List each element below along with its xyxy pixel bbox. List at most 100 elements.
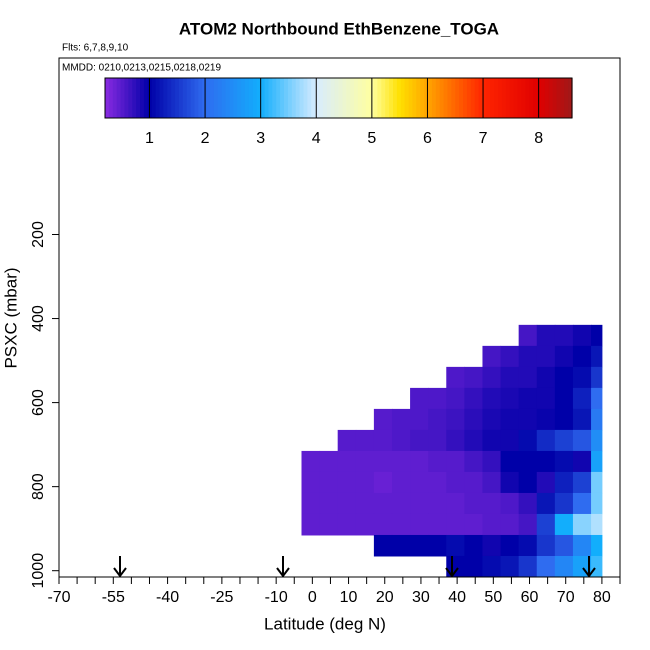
colorbar-swatch <box>233 78 238 118</box>
heat-cell <box>410 513 429 536</box>
colorbar-swatch <box>268 78 273 118</box>
heat-cell <box>572 471 592 494</box>
heat-cell <box>446 450 465 473</box>
chart-title: ATOM2 Northbound EthBenzene_TOGA <box>179 19 499 38</box>
heat-cell <box>482 429 502 452</box>
colorbar-swatch <box>400 78 406 118</box>
heat-cell <box>536 387 556 410</box>
heat-cell <box>500 387 520 410</box>
x-tick-label: -70 <box>47 589 70 606</box>
heat-cell <box>355 450 375 473</box>
colorbar-swatch <box>291 78 297 118</box>
colorbar-swatch <box>509 78 515 118</box>
heat-cell <box>391 429 411 452</box>
colorbar-swatch <box>544 78 550 118</box>
heat-cell <box>591 366 603 389</box>
heat-cell <box>500 408 520 431</box>
colorbar-swatch <box>272 78 277 118</box>
heat-cell <box>554 471 574 494</box>
heat-cell <box>591 513 603 536</box>
colorbar-swatch <box>116 78 122 118</box>
colorbar-swatch <box>490 78 495 118</box>
heat-cell <box>446 366 465 389</box>
heat-cell <box>500 471 520 494</box>
heat-cell <box>446 534 465 557</box>
y-tick-label: 400 <box>30 305 47 332</box>
y-tick-label: 200 <box>30 221 47 248</box>
heat-cell <box>572 492 592 515</box>
heat-cell <box>319 450 339 473</box>
heat-cell <box>373 492 393 515</box>
heat-cell <box>554 429 574 452</box>
heat-cell <box>572 324 592 347</box>
x-tick-label: -55 <box>102 589 125 606</box>
heat-cell <box>446 555 465 578</box>
plot-frame <box>58 57 621 578</box>
heat-cell <box>518 450 538 473</box>
heat-cell <box>554 366 574 389</box>
heat-cell <box>410 471 429 494</box>
colorbar-tick-label: 6 <box>423 130 432 147</box>
colorbar-swatch <box>225 78 231 118</box>
heat-cell <box>591 555 603 578</box>
colorbar-swatch <box>280 78 285 118</box>
x-tick-label: -40 <box>156 589 179 606</box>
colorbar-swatch <box>287 78 293 118</box>
y-tick-label: 600 <box>30 389 47 416</box>
heat-cell <box>373 450 393 473</box>
heat-cell <box>482 513 502 536</box>
heat-cell <box>591 492 603 515</box>
heat-cell <box>319 513 339 536</box>
colorbar-swatch <box>206 78 211 118</box>
x-axis-label: Latitude (deg N) <box>264 614 386 633</box>
colorbar-swatch <box>213 78 219 118</box>
heat-cell <box>319 492 339 515</box>
colorbar-tick-label: 5 <box>367 130 376 147</box>
colorbar-swatch <box>108 78 114 118</box>
heat-cell <box>337 471 357 494</box>
colorbar-swatch <box>124 78 129 118</box>
colorbar-swatch <box>284 78 289 118</box>
colorbar-swatch <box>552 78 558 118</box>
colorbar-swatch <box>167 78 172 118</box>
colorbar-swatch <box>428 78 433 118</box>
colorbar-swatch <box>322 78 328 118</box>
colorbar-swatch <box>175 78 180 118</box>
heat-cell <box>518 471 538 494</box>
heat-cell <box>446 387 465 410</box>
heat-cell <box>518 408 538 431</box>
colorbar-swatch <box>408 78 414 118</box>
colorbar-swatch <box>498 78 503 118</box>
heat-cell <box>572 513 592 536</box>
heat-cell <box>536 429 556 452</box>
heat-cell <box>500 555 520 578</box>
heat-cell <box>536 366 556 389</box>
heat-cell <box>518 555 538 578</box>
heat-cell <box>428 534 447 557</box>
heat-cell <box>554 408 574 431</box>
heat-cell <box>410 450 429 473</box>
heat-cell <box>373 471 393 494</box>
colorbar-swatch <box>482 78 487 118</box>
colorbar-tick-label: 4 <box>312 130 321 147</box>
colorbar-swatch <box>381 78 386 118</box>
heat-cell <box>554 387 574 410</box>
x-tick-label: 40 <box>448 589 466 606</box>
colorbar-swatch <box>303 78 308 118</box>
heat-cell <box>554 555 574 578</box>
heat-cell <box>591 387 603 410</box>
heat-cell <box>536 345 556 368</box>
colorbar-swatch <box>474 78 480 118</box>
colorbar-swatch <box>194 78 199 118</box>
colorbar-swatch <box>132 78 137 118</box>
colorbar-swatch <box>346 78 351 118</box>
arrow <box>582 556 596 578</box>
colorbar-swatch <box>155 78 161 118</box>
heat-cell <box>518 345 538 368</box>
heat-cell <box>391 450 411 473</box>
colorbar-swatch <box>533 78 538 118</box>
heat-cell <box>301 471 321 494</box>
heat-cell <box>536 492 556 515</box>
x-tick-label: 60 <box>521 589 539 606</box>
heat-cell <box>428 492 447 515</box>
